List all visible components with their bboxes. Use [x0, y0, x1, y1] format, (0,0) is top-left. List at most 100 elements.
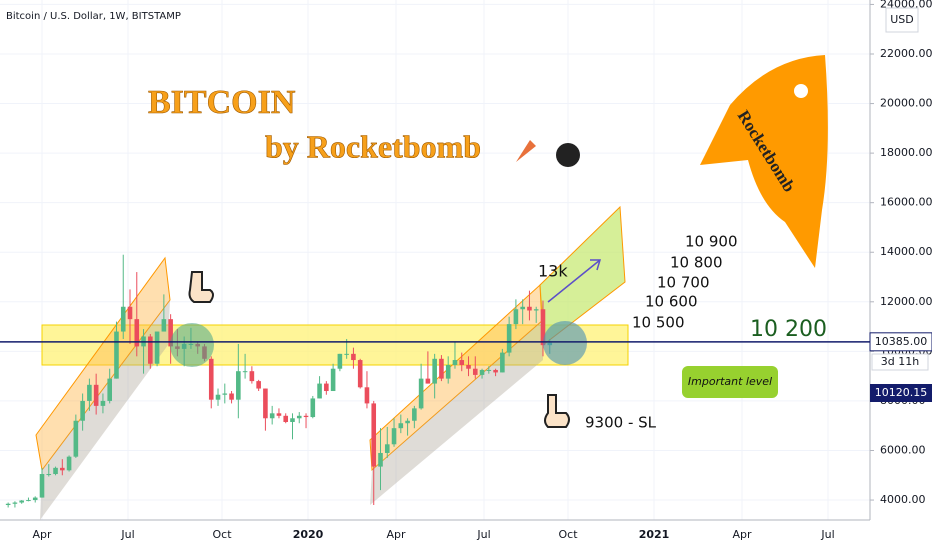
candle-body	[148, 336, 153, 364]
candle-body	[432, 358, 437, 384]
candle-body	[317, 383, 322, 399]
candle-body	[364, 387, 370, 404]
candle-body	[242, 371, 248, 373]
x-tick-label: Jul	[476, 528, 490, 541]
candle-body	[479, 369, 485, 375]
candle-body	[493, 369, 498, 373]
candle-body	[486, 369, 492, 371]
touch-circle	[543, 321, 587, 365]
candle-body	[134, 319, 140, 347]
key-level: 10 200	[750, 317, 827, 342]
hand-icon	[544, 394, 570, 428]
last-price: 10385.00	[875, 335, 928, 348]
candle-body	[506, 324, 512, 353]
candle-body	[513, 309, 519, 325]
candle-body	[46, 474, 52, 476]
candle-body	[500, 352, 505, 373]
candle-body	[236, 371, 241, 400]
candle-body	[208, 358, 214, 400]
target-label: 13k	[538, 262, 568, 281]
x-tick-label: Apr	[32, 528, 52, 541]
x-tick-label: Jul	[820, 528, 834, 541]
y-tick-label: 16000.00	[880, 196, 932, 209]
currency-box	[885, 7, 919, 33]
countdown: 3d 11h	[881, 355, 919, 368]
cursor-price: 10120.15	[875, 386, 928, 399]
subheadline: by Rocketbomb	[265, 128, 481, 164]
candle-body	[256, 381, 261, 389]
candle-body	[391, 428, 397, 445]
x-tick-label: Jul	[120, 528, 134, 541]
candle-body	[296, 415, 302, 419]
y-tick-label: 4000.00	[880, 493, 926, 506]
candle-body	[87, 384, 92, 401]
target-label: 10 500	[632, 314, 685, 332]
candle-body	[472, 368, 478, 375]
candle-body	[452, 360, 458, 365]
candle-body	[425, 378, 431, 384]
candle-body	[283, 415, 289, 422]
candle-body	[120, 306, 126, 332]
candle-body	[324, 383, 329, 392]
y-tick-label: 20000.00	[880, 97, 932, 110]
candle-body	[60, 467, 65, 471]
candle-body	[80, 400, 85, 421]
y-tick-label: 22000.00	[880, 47, 932, 60]
target-label: 10 600	[645, 293, 698, 311]
candle-body	[330, 368, 336, 392]
candle-body	[66, 456, 72, 471]
chart-title: Bitcoin / U.S. Dollar, 1W, BITSTAMP	[6, 11, 181, 22]
candle-body	[127, 306, 133, 320]
candle-body	[222, 393, 228, 395]
x-tick-label: Oct	[558, 528, 578, 541]
x-tick-label: 2020	[293, 528, 324, 541]
candle-body	[378, 452, 383, 467]
candle-body	[168, 319, 173, 347]
candle-body	[276, 413, 282, 416]
rocket-window	[794, 84, 808, 98]
candle-body	[371, 403, 377, 467]
x-tick-label: 2021	[639, 528, 670, 541]
candle-body	[303, 415, 309, 418]
y-tick-label: 6000.00	[880, 443, 926, 456]
stop-loss: 9300 - SL	[585, 414, 657, 432]
headline: BITCOIN	[148, 84, 296, 121]
candle-body	[412, 408, 417, 421]
candle-body	[459, 360, 465, 365]
candle-body	[161, 319, 167, 332]
target-label: 10 700	[657, 274, 710, 292]
hand-icon	[188, 271, 214, 303]
candle-body	[5, 503, 11, 506]
countdown-box	[871, 353, 929, 371]
y-tick-label: 14000.00	[880, 245, 932, 258]
candle-body	[269, 413, 275, 419]
grid	[0, 0, 870, 520]
candle-body	[12, 502, 18, 504]
candle-body	[527, 306, 532, 311]
candle-body	[310, 398, 316, 418]
y-tick-label: 18000.00	[880, 146, 932, 159]
x-tick-label: Apr	[732, 528, 752, 541]
candle-body	[290, 418, 295, 422]
candle-body	[114, 331, 119, 379]
candle-body	[418, 378, 424, 409]
candle-body	[32, 497, 38, 501]
candle-body	[154, 331, 160, 364]
note-box	[682, 366, 778, 398]
candle-body	[73, 420, 79, 457]
candle-body	[100, 400, 106, 406]
y-tick-label: 12000.00	[880, 295, 932, 308]
candle-body	[229, 393, 234, 400]
left-channel-lower	[40, 300, 170, 520]
candle-body	[445, 364, 451, 379]
note-text: Important level	[688, 375, 772, 388]
candle-body	[26, 500, 31, 502]
candle-body	[540, 309, 546, 346]
candle-body	[520, 306, 525, 310]
candle-body	[249, 371, 255, 382]
candle-body	[107, 378, 112, 401]
last-price-box	[869, 332, 932, 352]
touch-circle	[170, 323, 214, 367]
x-tick-label: Apr	[386, 528, 406, 541]
